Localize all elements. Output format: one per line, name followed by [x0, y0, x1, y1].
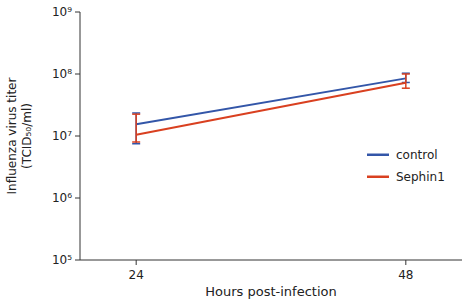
legend: control Sephin1 — [367, 148, 445, 184]
y-tick — [75, 260, 80, 261]
legend-label: Sephin1 — [396, 170, 445, 184]
y-tick — [75, 136, 80, 137]
error-cap — [132, 113, 140, 115]
axes: 24 48 10⁵ 10⁶ 10⁷ 10⁸ 10⁹ — [52, 5, 462, 282]
y-tick-label: 10⁶ — [52, 191, 72, 205]
error-stem — [135, 113, 137, 144]
error-cap — [402, 87, 410, 89]
error-bar — [132, 113, 140, 144]
error-cap — [132, 112, 140, 114]
y-axis-label: Influenza virus titer(TCID₅₀/ml) — [5, 78, 34, 195]
x-axis-label: Hours post-infection — [205, 284, 336, 299]
error-cap — [402, 72, 410, 74]
y-tick — [75, 198, 80, 199]
error-stem — [405, 74, 407, 88]
error-bar — [132, 114, 140, 142]
chart: 24 48 10⁵ 10⁶ 10⁷ 10⁸ 10⁹ Hours post-infection I… — [0, 0, 474, 304]
plot-data — [132, 73, 410, 144]
x-tick-label: 24 — [129, 268, 144, 282]
error-cap — [132, 141, 140, 143]
x-tick — [136, 260, 137, 265]
error-cap — [402, 73, 410, 75]
y-tick-label: 10⁷ — [52, 129, 72, 143]
y-tick-label: 10⁹ — [52, 5, 72, 19]
line — [136, 78, 406, 124]
x-tick-label: 48 — [398, 268, 413, 282]
line — [136, 83, 406, 135]
x-axis-line — [80, 260, 462, 261]
error-bar — [402, 74, 410, 88]
x-tick — [405, 260, 406, 265]
y-tick-label: 10⁵ — [52, 253, 72, 267]
y-tick-label: 10⁸ — [52, 67, 72, 81]
error-stem — [135, 114, 137, 142]
series — [132, 73, 410, 144]
y-tick — [75, 12, 80, 13]
y-tick — [75, 74, 80, 75]
error-cap — [132, 143, 140, 145]
legend-swatch — [367, 154, 389, 157]
legend-label: control — [396, 148, 438, 162]
series — [132, 74, 410, 142]
legend-swatch — [367, 176, 389, 179]
